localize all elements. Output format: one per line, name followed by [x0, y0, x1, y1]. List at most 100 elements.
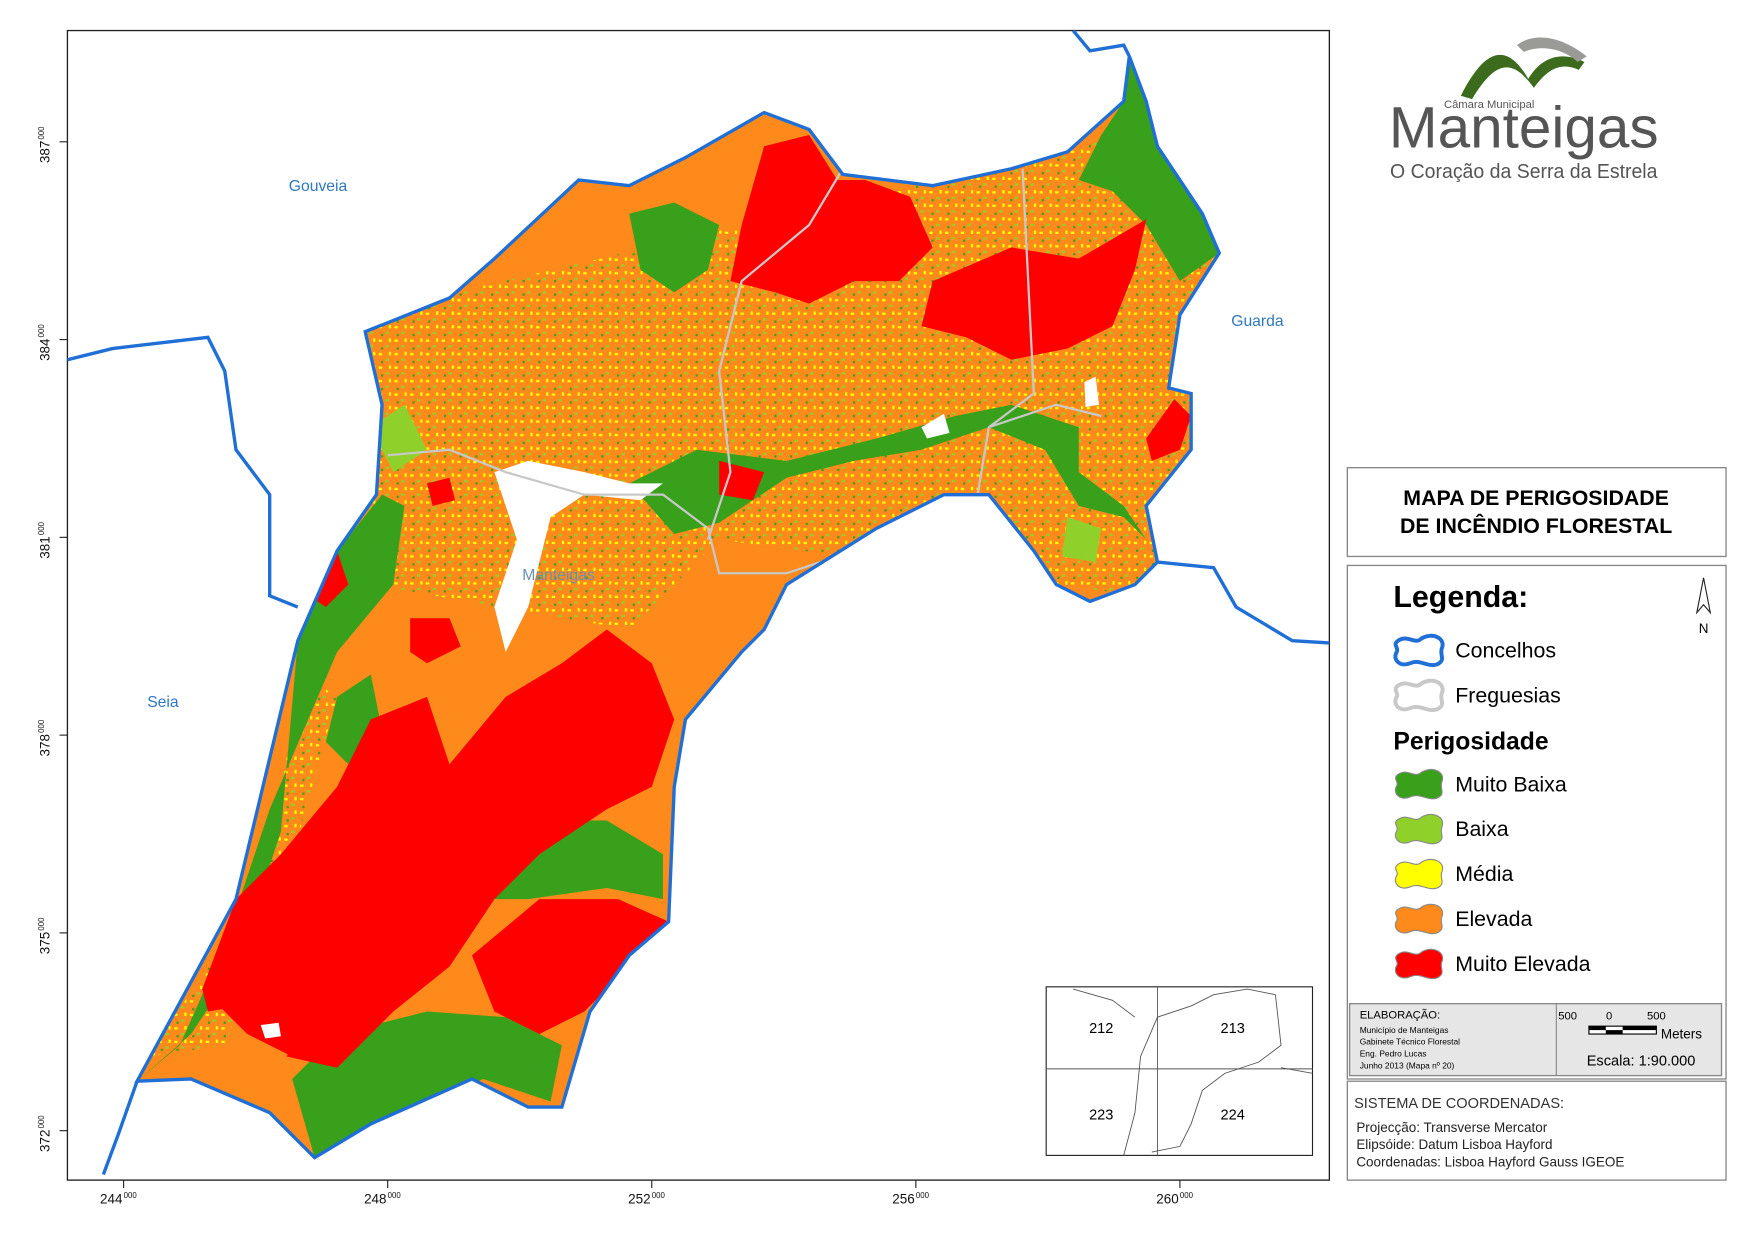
place-label: Gouveia — [289, 178, 348, 195]
x-tick-label: 252 — [628, 1192, 650, 1207]
y-tick-suffix: 000 — [37, 521, 46, 535]
north-arrow — [1695, 577, 1712, 615]
y-tick-suffix: 000 — [37, 719, 46, 733]
hazard-zone — [471, 899, 669, 1035]
credits-heading: ELABORAÇÃO: — [1360, 1008, 1440, 1021]
x-tick-suffix: 000 — [1180, 1191, 1194, 1200]
sheet-label: 213 — [1221, 1021, 1245, 1037]
legend-swatch — [1394, 903, 1444, 935]
coordinates-lines: Projecção: Transverse Mercator Elipsóide:… — [1356, 1120, 1624, 1170]
coordinates-line: Coordenadas: Lisboa Hayford Gauss IGEOE — [1356, 1155, 1624, 1170]
y-tick-label: 378 — [37, 734, 52, 756]
hazard-zone — [921, 219, 1147, 360]
x-tick-label: 256 — [892, 1192, 914, 1207]
logo-council: Câmara Municipal — [1444, 99, 1534, 111]
legend-label: Muito Baixa — [1455, 772, 1567, 796]
sheet-label: 212 — [1089, 1021, 1113, 1037]
legend-swatch — [1393, 678, 1445, 712]
scale-bar-segment — [1605, 1030, 1623, 1035]
legend-items: Concelhos Freguesias Muito Baixa Baixa Média… — [1393, 633, 1591, 980]
x-tick-label: 244 — [100, 1192, 123, 1207]
legend-swatch — [1394, 948, 1444, 980]
parish-boundary — [387, 168, 1102, 575]
sheet-label: 223 — [1089, 1107, 1113, 1123]
legend-swatch — [1394, 858, 1444, 890]
logo-mark — [1517, 37, 1587, 63]
council-boundary — [1071, 29, 1131, 58]
y-tick-label: 384 — [37, 338, 52, 361]
scale-bar-segment — [1622, 1026, 1657, 1031]
scale-tick-label: 500 — [1647, 1010, 1666, 1022]
y-tick-label: 387 — [37, 141, 52, 163]
sheet-label: 224 — [1221, 1107, 1245, 1123]
logo-mark — [1460, 54, 1585, 100]
map-title: DE INCÊNDIO FLORESTAL — [1400, 513, 1672, 538]
x-tick-label: 260 — [1156, 1192, 1178, 1207]
coordinates-box — [1346, 1080, 1727, 1181]
inset-map: 212 213 223 224 — [1045, 986, 1314, 1156]
credits-line: Município de Manteigas — [1360, 1025, 1449, 1035]
coordinates-line: Elipsóide: Datum Lisboa Hayford — [1356, 1137, 1552, 1152]
x-tick-suffix: 000 — [388, 1191, 402, 1200]
inset-frame — [1045, 986, 1314, 1156]
place-label: Seia — [147, 694, 179, 711]
scale-tick-label: 500 — [1558, 1010, 1577, 1022]
logo: Câmara Municipal Manteigas O Coração da … — [1389, 37, 1659, 183]
council-boundary — [101, 1080, 139, 1176]
y-tick-label: 375 — [37, 932, 52, 954]
legend-label: Freguesias — [1455, 684, 1561, 708]
place-label: Guarda — [1231, 313, 1284, 330]
scale-unit: Meters — [1661, 1027, 1702, 1042]
legend-swatch — [1394, 768, 1444, 800]
council-boundaries — [67, 29, 1330, 1176]
north-label: N — [1699, 621, 1709, 636]
y-tick-suffix: 000 — [37, 917, 46, 931]
legend-label: Muito Elevada — [1455, 952, 1590, 976]
y-tick-label: 381 — [37, 536, 52, 558]
legend-subheading: Perigosidade — [1393, 729, 1548, 756]
hazard-zone — [202, 696, 450, 1057]
x-tick-suffix: 000 — [124, 1191, 138, 1200]
credits-box — [1348, 1003, 1723, 1077]
hazard-zone — [730, 135, 933, 304]
hazard-zone — [292, 1011, 562, 1158]
y-tick-suffix: 000 — [37, 126, 46, 140]
y-tick-label: 372 — [37, 1130, 52, 1152]
legend-label: Concelhos — [1455, 639, 1556, 663]
scale-bar: Meters Escala: 1:90.000 500 0 500 — [1558, 1010, 1702, 1069]
y-tick-suffix: 000 — [37, 1115, 46, 1129]
hazard-zone — [286, 629, 675, 1068]
credits-lines: Município de Manteigas Gabinete Técnico F… — [1360, 1025, 1460, 1070]
hazard-speckle — [146, 674, 338, 1057]
council-boundary — [67, 335, 299, 609]
coordinates-line: Projecção: Transverse Mercator — [1356, 1120, 1547, 1135]
legend-label: Elevada — [1455, 907, 1532, 931]
municipality-outline — [134, 55, 1222, 1160]
x-tick-label: 248 — [364, 1192, 386, 1207]
legend-label: Média — [1455, 862, 1513, 886]
logo-tagline: O Coração da Serra da Estrela — [1390, 161, 1658, 183]
map-title: MAPA DE PERIGOSIDADE — [1403, 486, 1669, 510]
legend-swatch — [1394, 813, 1444, 845]
scale-bar-segment — [1588, 1026, 1606, 1031]
coordinate-ticks: 244 000 248 000 252 000 256 000 260 0003870003840… — [37, 126, 1194, 1207]
title-box — [1346, 467, 1727, 558]
logo-name: Manteigas — [1389, 95, 1659, 160]
credits-line: Junho 2013 (Mapa nº 20) — [1360, 1060, 1455, 1070]
hazard-zone — [1078, 56, 1220, 282]
legend-swatch — [1393, 633, 1445, 668]
hazard-zone — [629, 202, 720, 293]
hazard-zone — [137, 494, 405, 1082]
place-label: Manteigas — [522, 567, 595, 584]
x-tick-suffix: 000 — [652, 1191, 666, 1200]
inset-outline — [1073, 988, 1313, 1156]
legend-heading: Legenda: — [1393, 581, 1528, 614]
